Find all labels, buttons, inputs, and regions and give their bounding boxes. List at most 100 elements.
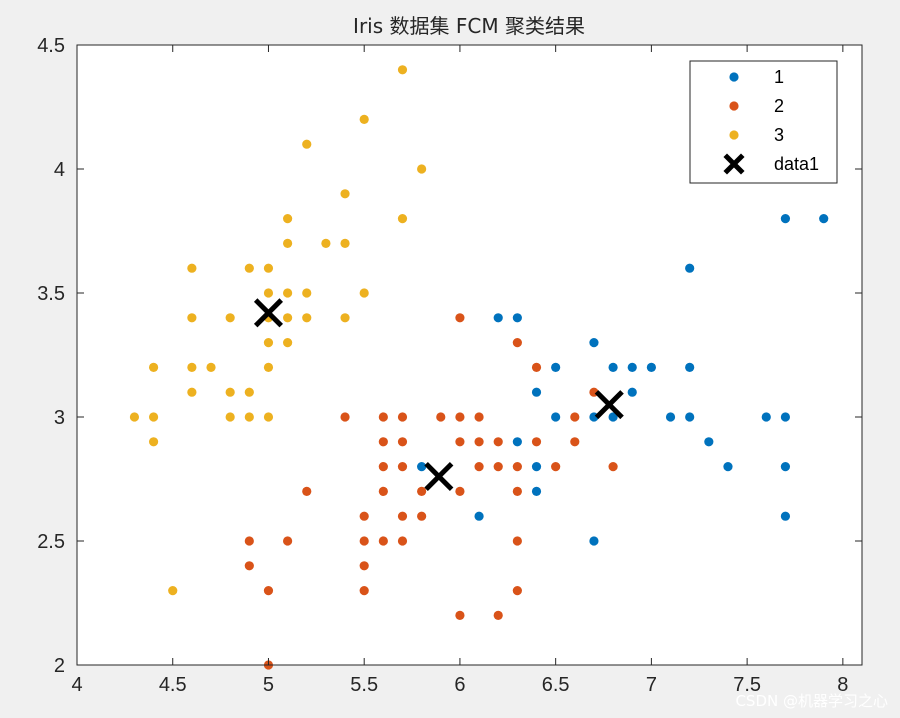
point-series-3 bbox=[302, 139, 312, 149]
point-series-2 bbox=[455, 437, 465, 447]
point-series-3 bbox=[168, 586, 178, 596]
point-series-3 bbox=[244, 263, 254, 273]
legend-marker bbox=[729, 101, 739, 111]
point-series-1 bbox=[627, 362, 637, 372]
point-series-1 bbox=[608, 362, 618, 372]
point-series-2 bbox=[436, 412, 446, 422]
point-series-3 bbox=[397, 65, 408, 75]
point-series-1 bbox=[551, 412, 561, 422]
point-series-2 bbox=[359, 561, 369, 571]
point-series-2 bbox=[493, 437, 503, 447]
point-series-3 bbox=[283, 288, 293, 298]
x-tick-label: 8 bbox=[837, 674, 848, 696]
point-series-2 bbox=[512, 586, 522, 596]
point-series-3 bbox=[340, 313, 350, 323]
point-series-1 bbox=[512, 313, 522, 323]
point-series-2 bbox=[378, 486, 388, 496]
point-series-3 bbox=[244, 412, 254, 422]
point-series-2 bbox=[359, 536, 369, 546]
point-series-2 bbox=[378, 462, 388, 472]
point-series-2 bbox=[512, 486, 522, 496]
legend-marker bbox=[729, 72, 739, 82]
point-series-2 bbox=[263, 586, 274, 596]
point-series-3 bbox=[283, 313, 293, 323]
point-series-3 bbox=[321, 238, 331, 248]
point-series-1 bbox=[723, 462, 733, 472]
point-series-1 bbox=[780, 462, 791, 472]
point-series-3 bbox=[263, 412, 274, 422]
point-series-1 bbox=[531, 462, 542, 472]
point-series-2 bbox=[283, 536, 293, 546]
point-series-3 bbox=[244, 387, 254, 397]
point-series-3 bbox=[263, 288, 274, 298]
x-tick-label: 4.5 bbox=[159, 674, 187, 696]
legend-box bbox=[689, 60, 838, 184]
point-series-3 bbox=[187, 362, 197, 372]
point-series-1 bbox=[780, 214, 791, 224]
x-tick-label: 5 bbox=[263, 674, 274, 696]
y-tick-label: 2.5 bbox=[37, 531, 65, 553]
legend-label: data1 bbox=[774, 154, 819, 174]
x-tick-label: 6.5 bbox=[542, 674, 570, 696]
point-series-3 bbox=[187, 313, 197, 323]
y-tick-label: 2 bbox=[54, 655, 65, 677]
point-series-3 bbox=[206, 362, 216, 372]
point-series-3 bbox=[359, 114, 369, 124]
point-series-2 bbox=[378, 437, 388, 447]
point-series-3 bbox=[263, 338, 274, 348]
point-series-1 bbox=[704, 437, 714, 447]
centroid-marker bbox=[594, 390, 624, 420]
data-points bbox=[129, 65, 829, 670]
point-series-2 bbox=[455, 486, 465, 496]
point-series-1 bbox=[608, 412, 618, 422]
point-series-1 bbox=[474, 511, 484, 521]
y-tick-label: 4 bbox=[54, 159, 65, 181]
point-series-1 bbox=[646, 362, 656, 372]
point-series-2 bbox=[244, 536, 254, 546]
x-tick-label: 7.5 bbox=[733, 674, 761, 696]
x-tick-label: 6 bbox=[454, 674, 465, 696]
point-series-3 bbox=[225, 387, 235, 397]
x-tick-label: 5.5 bbox=[350, 674, 378, 696]
legend-marker-x bbox=[723, 153, 745, 175]
point-series-2 bbox=[455, 412, 465, 422]
point-series-1 bbox=[685, 412, 695, 422]
point-series-3 bbox=[397, 214, 408, 224]
point-series-1 bbox=[685, 263, 695, 273]
point-series-2 bbox=[244, 561, 254, 571]
point-series-2 bbox=[512, 462, 522, 472]
point-series-2 bbox=[493, 462, 503, 472]
point-series-2 bbox=[512, 536, 522, 546]
point-series-2 bbox=[397, 462, 408, 472]
legend[interactable]: 1 2 3 data1 bbox=[689, 60, 838, 184]
y-tick-label: 4.5 bbox=[37, 35, 65, 57]
point-series-1 bbox=[819, 214, 829, 224]
point-series-3 bbox=[263, 362, 274, 372]
point-series-1 bbox=[531, 387, 542, 397]
point-series-3 bbox=[187, 387, 197, 397]
point-series-2 bbox=[397, 437, 408, 447]
point-series-3 bbox=[302, 288, 312, 298]
point-series-3 bbox=[359, 288, 369, 298]
point-series-1 bbox=[780, 511, 791, 521]
point-series-3 bbox=[302, 313, 312, 323]
x-tick-label: 4 bbox=[71, 674, 82, 696]
point-series-2 bbox=[397, 536, 408, 546]
point-series-2 bbox=[378, 536, 388, 546]
point-series-3 bbox=[283, 338, 293, 348]
point-series-1 bbox=[761, 412, 771, 422]
point-series-3 bbox=[340, 238, 350, 248]
point-series-1 bbox=[685, 362, 695, 372]
point-series-1 bbox=[627, 387, 637, 397]
legend-label: 2 bbox=[774, 96, 784, 116]
legend-label: 3 bbox=[774, 125, 784, 145]
point-series-2 bbox=[493, 610, 503, 621]
point-series-3 bbox=[148, 437, 159, 447]
point-series-2 bbox=[340, 412, 350, 422]
point-series-2 bbox=[551, 462, 561, 472]
point-series-2 bbox=[397, 412, 408, 422]
point-series-2 bbox=[512, 338, 522, 348]
point-series-2 bbox=[570, 437, 580, 447]
point-series-3 bbox=[225, 313, 235, 323]
